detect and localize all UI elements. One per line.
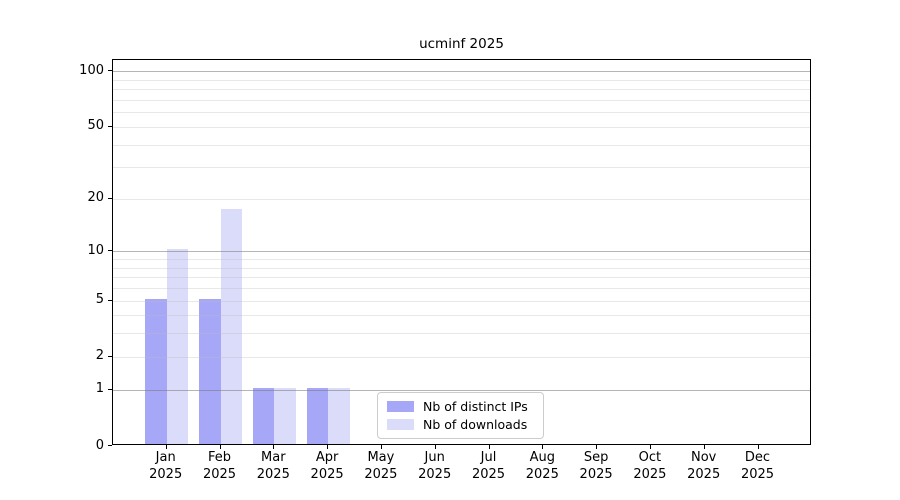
x-tick-label-oct: Oct 2025: [633, 450, 667, 482]
x-tick-jan: [165, 445, 167, 449]
y-tick-0: [108, 445, 112, 446]
y-tick-5: [108, 299, 112, 301]
y-tick-10: [108, 250, 112, 252]
chart-title: ucminf 2025: [419, 36, 504, 52]
legend-label-distinct-ips: Nb of distinct IPs: [423, 399, 528, 414]
bar-distinct-ips-mar: [252, 387, 275, 444]
x-tick-label-feb: Feb 2025: [202, 450, 237, 482]
y-tick-1: [108, 388, 112, 390]
bar-downloads-jan: [166, 249, 189, 444]
x-tick-nov: [703, 445, 705, 449]
y-tick-label-1: 1: [95, 381, 104, 397]
x-tick-label-sep: Sep 2025: [579, 450, 613, 482]
gridline-70: [113, 99, 810, 101]
gridline-7: [113, 277, 810, 279]
x-tick-label-jun: Jun 2025: [418, 450, 452, 482]
gridline-6: [113, 288, 810, 289]
y-tick-2: [108, 355, 112, 357]
y-tick-100: [108, 70, 112, 72]
x-tick-oct: [649, 445, 651, 449]
x-tick-feb: [219, 445, 221, 449]
gridline-100: [113, 71, 810, 73]
bar-distinct-ips-jan: [145, 298, 167, 444]
gridline-8: [113, 267, 810, 269]
x-tick-jun: [434, 445, 436, 449]
legend-label-downloads: Nb of downloads: [423, 417, 528, 432]
x-tick-sep: [596, 445, 598, 449]
x-tick-label-dec: Dec 2025: [740, 450, 775, 482]
x-tick-dec: [757, 445, 759, 449]
gridline-60: [113, 112, 810, 114]
gridline-10: [113, 251, 810, 253]
x-tick-label-jan: Jan 2025: [149, 450, 183, 482]
gridline-30: [113, 167, 810, 169]
x-tick-label-mar: Mar 2025: [256, 450, 290, 482]
bar-distinct-ips-feb: [199, 298, 221, 444]
x-tick-label-may: May 2025: [364, 450, 398, 482]
gridline-20: [113, 198, 810, 200]
y-tick-label-5: 5: [95, 292, 104, 307]
x-tick-label-jul: Jul 2025: [471, 450, 506, 482]
x-tick-jul: [488, 445, 490, 449]
legend-item-distinct-ips: Nb of distinct IPs: [387, 399, 534, 414]
gridline-50: [113, 126, 810, 128]
gridline-40: [113, 144, 810, 146]
x-tick-apr: [327, 445, 329, 449]
x-tick-label-apr: Apr 2025: [310, 450, 344, 482]
y-tick-label-2: 2: [95, 348, 104, 364]
legend: Nb of distinct IPs Nb of downloads: [377, 392, 544, 439]
x-tick-label-nov: Nov 2025: [687, 450, 721, 482]
legend-item-downloads: Nb of downloads: [387, 417, 534, 432]
plot-area: [112, 59, 811, 445]
y-tick-50: [108, 125, 112, 127]
x-tick-aug: [542, 445, 544, 449]
bar-downloads-apr: [328, 387, 350, 444]
x-tick-may: [380, 445, 382, 449]
y-tick-label-50: 50: [87, 118, 104, 134]
y-tick-20: [108, 197, 112, 199]
bar-distinct-ips-apr: [306, 387, 329, 444]
bar-downloads-feb: [220, 209, 242, 444]
y-tick-label-0: 0: [95, 437, 104, 453]
y-tick-label-100: 100: [79, 62, 104, 78]
x-tick-mar: [273, 445, 275, 449]
legend-swatch-distinct-ips: [387, 401, 414, 412]
gridline-9: [113, 259, 810, 260]
x-tick-label-aug: Aug 2025: [525, 450, 559, 482]
gridline-80: [113, 89, 810, 91]
legend-swatch-downloads: [387, 419, 414, 430]
y-tick-label-10: 10: [87, 242, 104, 258]
y-tick-label-20: 20: [87, 190, 104, 206]
gridline-90: [113, 79, 810, 81]
bar-downloads-mar: [274, 387, 296, 444]
